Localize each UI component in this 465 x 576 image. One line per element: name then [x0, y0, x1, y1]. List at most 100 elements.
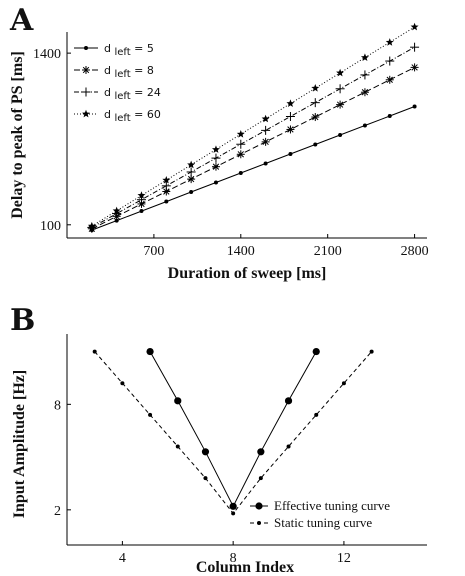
- series-1: [146, 347, 320, 510]
- series-1-point: [174, 397, 182, 405]
- series-4-point: [311, 84, 320, 92]
- x-tick-label: 4: [119, 551, 126, 566]
- series-4-point: [336, 68, 345, 77]
- series-2-point: [314, 412, 319, 417]
- series-2-point: [385, 75, 394, 84]
- series-2-point: [261, 137, 270, 146]
- series-3-point: [410, 42, 420, 52]
- series-1-point: [362, 123, 367, 128]
- series-2-point: [360, 88, 369, 97]
- series-3-point: [385, 56, 395, 66]
- series-3-point: [236, 139, 246, 149]
- series-2-point: [286, 125, 295, 134]
- series-2-point: [148, 412, 153, 417]
- series-2-point: [203, 476, 208, 481]
- panel-a-legend: d left = 5 d left = 8 d left = 24 d left = …: [74, 42, 161, 124]
- series-2-point: [211, 162, 220, 171]
- panel-b: B 4 8 12 2 8 Effective tuning curve Static tu…: [10, 303, 427, 576]
- series-4-point: [410, 22, 419, 31]
- series-4-point: [87, 221, 96, 230]
- series-4-point: [286, 99, 295, 107]
- legend-marker: [81, 87, 91, 97]
- legend-marker: [257, 521, 261, 525]
- panel-a-y-axis-title: Delay to peak of PS [ms]: [9, 51, 26, 219]
- series-1-point: [164, 199, 169, 204]
- panel-a-x-axis-title: Duration of sweep [ms]: [168, 265, 327, 282]
- legend-entry-2: d left = 8: [74, 64, 154, 80]
- series-2-point: [120, 381, 125, 386]
- panel-b-x-axis-title: Column Index: [196, 559, 294, 576]
- panel-a-axes: 700 1400 2100 2800 100 1400: [33, 32, 429, 259]
- series-4-point: [162, 175, 171, 184]
- series-2-point: [175, 444, 180, 449]
- series-1-point: [263, 161, 268, 166]
- legend-marker: [82, 109, 90, 118]
- series-4-point: [187, 160, 196, 169]
- series-1-point: [213, 180, 218, 185]
- series-4-point: [211, 145, 220, 153]
- series-2-point: [92, 349, 97, 354]
- series-1-line: [149, 351, 317, 508]
- series-4-point: [137, 191, 146, 199]
- y-tick-label: 100: [40, 219, 61, 234]
- legend-marker: [84, 46, 88, 50]
- legend-label: Effective tuning curve: [274, 498, 390, 513]
- legend-entry-2: Static tuning curve: [250, 515, 372, 530]
- series-1: [89, 104, 417, 233]
- series-2: [92, 349, 374, 516]
- series-4-point: [236, 130, 245, 138]
- series-1-point: [257, 448, 265, 456]
- series-1-point: [201, 448, 210, 456]
- series-2-point: [369, 349, 374, 354]
- series-4-point: [360, 53, 369, 62]
- panel-b-y-axis-title: Input Amplitude [Hz]: [11, 370, 28, 518]
- legend-marker: [82, 66, 90, 74]
- series-4-line: [91, 26, 415, 227]
- y-tick-label: 8: [54, 398, 61, 413]
- series-3: [87, 42, 420, 232]
- series-3-point: [261, 125, 271, 135]
- series-1-point: [284, 397, 293, 405]
- series-3-point: [161, 181, 171, 191]
- series-2-point: [236, 150, 245, 159]
- series-4-point: [112, 206, 121, 215]
- y-tick-label: 1400: [33, 47, 61, 62]
- series-2-point: [286, 444, 291, 449]
- legend-marker: [255, 502, 263, 510]
- x-tick-label: 2100: [314, 244, 342, 259]
- series-3-point: [186, 167, 196, 177]
- series-1-point: [338, 133, 343, 137]
- x-tick-label: 1400: [227, 244, 255, 259]
- series-1-point: [146, 347, 154, 356]
- panel-b-axes: 4 8 12 2 8: [54, 334, 427, 566]
- legend-entry-3: d left = 24: [74, 86, 161, 102]
- series-1-point: [238, 171, 243, 176]
- y-tick-label: 2: [54, 504, 61, 519]
- series-4-point: [385, 38, 394, 46]
- series-2-point: [231, 511, 236, 516]
- series-3-point: [310, 98, 320, 108]
- legend-label: d left = 5: [104, 42, 154, 58]
- legend-entry-1: Effective tuning curve: [250, 498, 390, 513]
- series-3-point: [211, 153, 221, 163]
- series-3-point: [285, 112, 295, 122]
- series-1-point: [189, 190, 194, 195]
- legend-label: Static tuning curve: [274, 515, 372, 530]
- series-4: [87, 22, 419, 230]
- series-3-line: [91, 46, 415, 228]
- legend-entry-4: d left = 60: [74, 108, 161, 124]
- series-2-point: [258, 476, 263, 481]
- series-1-point: [288, 152, 293, 157]
- series-1-point: [312, 347, 320, 356]
- series-2-point: [311, 113, 320, 122]
- series-4-point: [261, 114, 270, 123]
- series-1-point: [313, 142, 318, 147]
- panel-b-series: [92, 347, 374, 516]
- legend-label: d left = 8: [104, 64, 154, 80]
- legend-label: d left = 60: [104, 108, 161, 124]
- series-1-line: [91, 106, 415, 231]
- x-tick-label: 8: [230, 551, 237, 566]
- panel-a-letter: A: [9, 3, 34, 38]
